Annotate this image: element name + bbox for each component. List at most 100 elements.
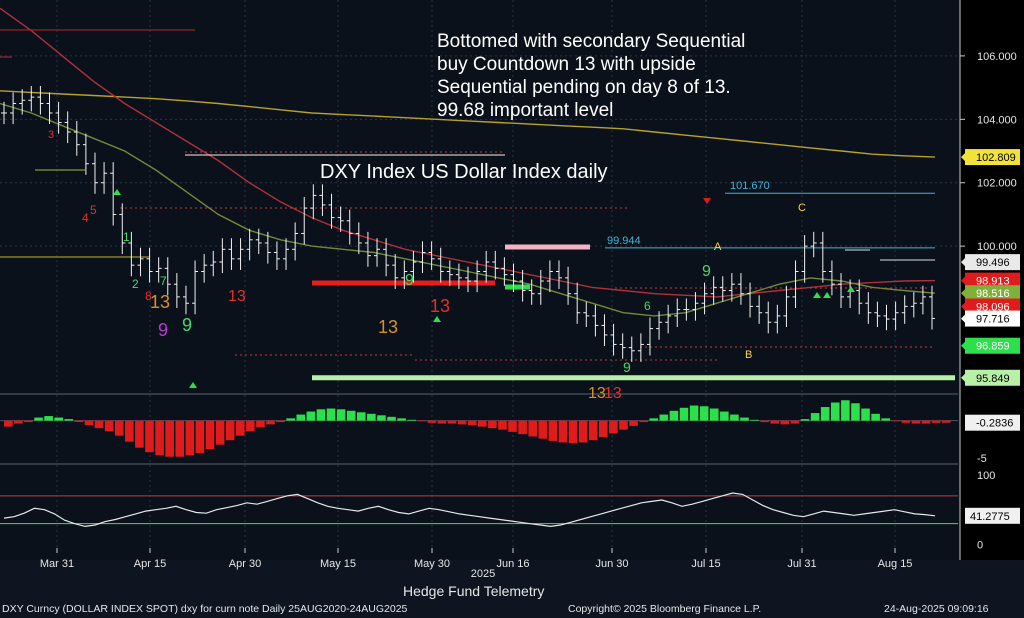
rsi-last-label: 41.2775 xyxy=(970,511,1010,523)
macd-histogram-bar xyxy=(44,416,53,421)
macd-histogram-bar xyxy=(84,420,94,426)
x-tick-label: Jul 15 xyxy=(691,558,720,570)
sequential-count-label: 13 xyxy=(150,292,170,312)
macd-histogram-bar xyxy=(195,420,205,453)
price-label: 96.859 xyxy=(976,341,1010,353)
price-label-pointer xyxy=(961,257,966,268)
sequential-count-label: C xyxy=(798,202,806,214)
macd-histogram-bar xyxy=(417,420,427,422)
macd-histogram-bar xyxy=(125,420,134,442)
macd-histogram-bar xyxy=(730,414,739,421)
x-tick-label: Apr 15 xyxy=(134,558,166,570)
sequential-count-label: 6 xyxy=(644,299,651,313)
macd-tick-label: -5 xyxy=(977,453,987,465)
macd-histogram-bar xyxy=(770,420,780,424)
macd-histogram-bar xyxy=(851,403,860,421)
macd-histogram-bar xyxy=(709,408,719,421)
macd-histogram-bar xyxy=(387,416,396,421)
sequential-count-label: 9 xyxy=(623,359,631,375)
price-label: 98.096 xyxy=(976,302,1010,314)
macd-histogram-bar xyxy=(24,420,33,423)
macd-histogram-bar xyxy=(407,419,416,421)
rsi-line xyxy=(3,492,936,528)
macd-histogram-bar xyxy=(800,419,810,421)
sequential-count-label: 4 xyxy=(82,211,89,225)
macd-histogram-bar xyxy=(619,420,628,430)
macd-last-label: -0.2836 xyxy=(976,418,1013,430)
macd-histogram-bar xyxy=(246,420,255,432)
macd-histogram-bar xyxy=(861,408,870,421)
price-label: 95.849 xyxy=(976,373,1010,385)
macd-histogram-bar xyxy=(911,420,921,424)
macd-histogram-bar xyxy=(780,420,790,425)
macd-histogram-bar xyxy=(447,420,457,424)
price-label-box xyxy=(965,254,1020,271)
rsi-tick-label: 0 xyxy=(977,540,983,552)
macd-histogram-bar xyxy=(881,418,890,421)
sequential-count-label: 13 xyxy=(228,288,246,305)
macd-histogram-bar xyxy=(356,412,366,421)
x-tick-label: Mar 31 xyxy=(40,558,74,570)
macd-histogram-bar xyxy=(296,414,306,421)
macd-histogram-bar xyxy=(891,420,901,422)
price-level-label: 99.944 xyxy=(607,235,641,247)
macd-histogram-bar xyxy=(659,414,669,421)
buy-arrow-icon xyxy=(823,292,831,298)
price-label-pointer xyxy=(961,340,966,351)
buy-arrow-icon xyxy=(847,286,855,292)
macd-histogram-bar xyxy=(367,413,376,421)
sequential-count-label: 1 xyxy=(123,230,130,244)
x-tick-label: Jun 16 xyxy=(496,558,529,570)
price-label: 98.913 xyxy=(976,276,1010,288)
macd-histogram-bar xyxy=(750,419,759,421)
macd-histogram-bar xyxy=(941,420,951,423)
macd-histogram-bar xyxy=(528,420,538,437)
macd-histogram-bar xyxy=(518,420,527,435)
sequential-count-label: 9 xyxy=(405,272,414,289)
price-label-box xyxy=(965,149,1020,166)
footer-security-info: DXY Curncy (DOLLAR INDEX SPOT) dxy for c… xyxy=(2,603,408,615)
macd-histogram-bar xyxy=(820,407,830,421)
macd-histogram-bar xyxy=(215,420,225,445)
price-label: 98.516 xyxy=(976,288,1010,300)
macd-histogram-bar xyxy=(669,410,679,421)
sequential-count-label: 5 xyxy=(90,203,97,217)
sequential-count-label: 2 xyxy=(132,277,139,291)
price-label-pointer xyxy=(961,275,966,286)
macd-histogram-bar xyxy=(810,413,820,421)
price-label-pointer xyxy=(961,301,966,312)
macd-histogram-bar xyxy=(155,420,164,456)
macd-histogram-bar xyxy=(558,420,568,443)
price-label-box xyxy=(965,310,1020,327)
y-tick-label: 104.000 xyxy=(977,114,1017,126)
price-label-box xyxy=(965,337,1020,354)
macd-histogram-bar xyxy=(901,420,911,423)
buy-arrow-icon xyxy=(189,382,197,388)
macd-histogram-bar xyxy=(760,420,769,423)
sell-arrow-icon xyxy=(703,198,711,204)
x-tick-label: Jun 30 xyxy=(595,558,628,570)
macd-histogram-bar xyxy=(336,409,346,421)
y-tick-label: 106.000 xyxy=(977,51,1017,63)
macd-histogram-bar xyxy=(135,420,144,448)
sequential-count-label: 13 xyxy=(588,385,606,402)
time-axis-area xyxy=(0,560,1024,618)
macd-histogram-bar xyxy=(276,420,285,423)
macd-histogram-bar xyxy=(437,420,447,424)
macd-histogram-bar xyxy=(538,420,548,439)
price-label-box xyxy=(965,285,1020,302)
price-label-box xyxy=(965,272,1020,289)
macd-histogram-bar xyxy=(14,420,23,424)
sequential-count-label: 8 xyxy=(145,289,152,303)
macd-histogram-bar xyxy=(235,420,245,436)
moving-average-line xyxy=(0,7,936,298)
macd-histogram-bar xyxy=(679,407,689,421)
sequential-count-label: 13 xyxy=(430,296,450,316)
macd-histogram-bar xyxy=(921,420,931,424)
macd-histogram-bar xyxy=(720,411,729,421)
macd-histogram-bar xyxy=(94,420,104,429)
price-label: 99.496 xyxy=(976,257,1010,269)
y-tick-label: 102.000 xyxy=(977,178,1017,190)
macd-histogram-bar xyxy=(54,417,64,421)
